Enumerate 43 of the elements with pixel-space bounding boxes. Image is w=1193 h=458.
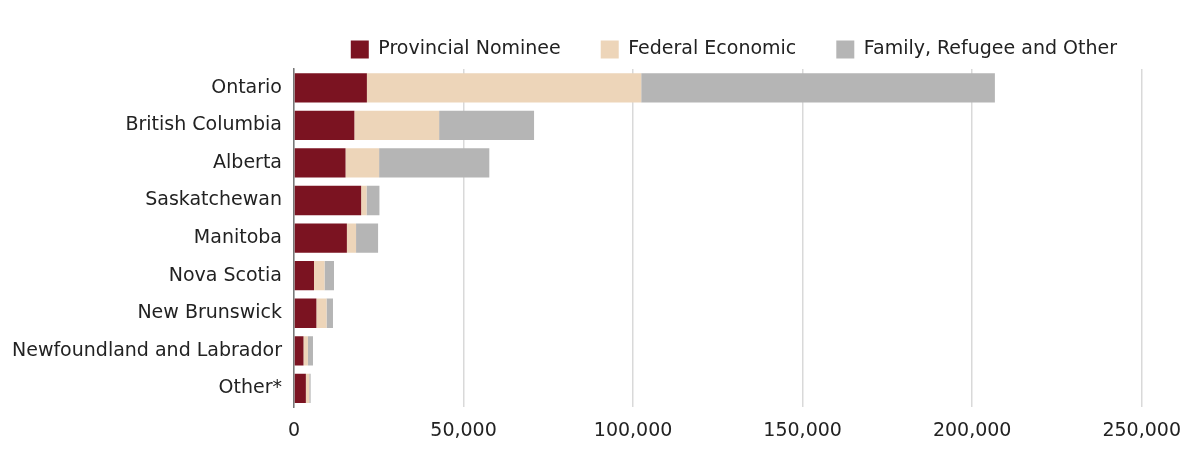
bar xyxy=(346,223,357,253)
y-tick-label: British Columbia xyxy=(125,112,282,135)
bar xyxy=(345,148,380,178)
bar xyxy=(354,110,440,141)
x-tick-label: 0 xyxy=(287,417,301,440)
bar xyxy=(439,110,535,141)
bar xyxy=(303,336,308,366)
x-tick-label: 50,000 xyxy=(430,417,497,440)
bar xyxy=(294,148,346,178)
bar xyxy=(294,373,306,404)
bar xyxy=(366,185,380,216)
y-tick-label: Nova Scotia xyxy=(168,262,282,285)
y-tick-label: Manitoba xyxy=(193,225,282,248)
bar xyxy=(294,185,362,216)
y-tick-label: Newfoundland and Labrador xyxy=(11,337,283,360)
bar xyxy=(316,298,327,328)
bar xyxy=(307,336,313,366)
x-tick-label: 150,000 xyxy=(763,417,842,440)
x-tick-label: 250,000 xyxy=(1102,417,1181,440)
bar xyxy=(294,73,367,103)
x-tick-label: 200,000 xyxy=(932,417,1012,440)
bar xyxy=(294,110,355,141)
legend-label: Federal Economic xyxy=(628,36,797,59)
bar xyxy=(314,261,325,291)
bar xyxy=(641,73,995,103)
bar xyxy=(379,148,490,178)
bar xyxy=(366,73,642,103)
bar xyxy=(294,223,347,253)
y-tick-label: New Brunswick xyxy=(137,300,282,323)
bar xyxy=(324,261,334,291)
y-tick-label: Other* xyxy=(218,375,282,398)
x-tick-label: 100,000 xyxy=(593,417,673,440)
y-tick-label: Alberta xyxy=(213,149,282,172)
legend-label: Family, Refugee and Other xyxy=(863,36,1118,59)
legend-label: Provincial Nominee xyxy=(378,36,561,59)
bar xyxy=(326,298,333,328)
bar xyxy=(294,261,314,291)
bar xyxy=(356,223,379,253)
y-tick-label: Ontario xyxy=(211,74,282,97)
y-tick-label: Saskatchewan xyxy=(145,187,282,210)
bar xyxy=(294,336,304,366)
bar xyxy=(361,185,367,216)
bar xyxy=(294,298,317,328)
